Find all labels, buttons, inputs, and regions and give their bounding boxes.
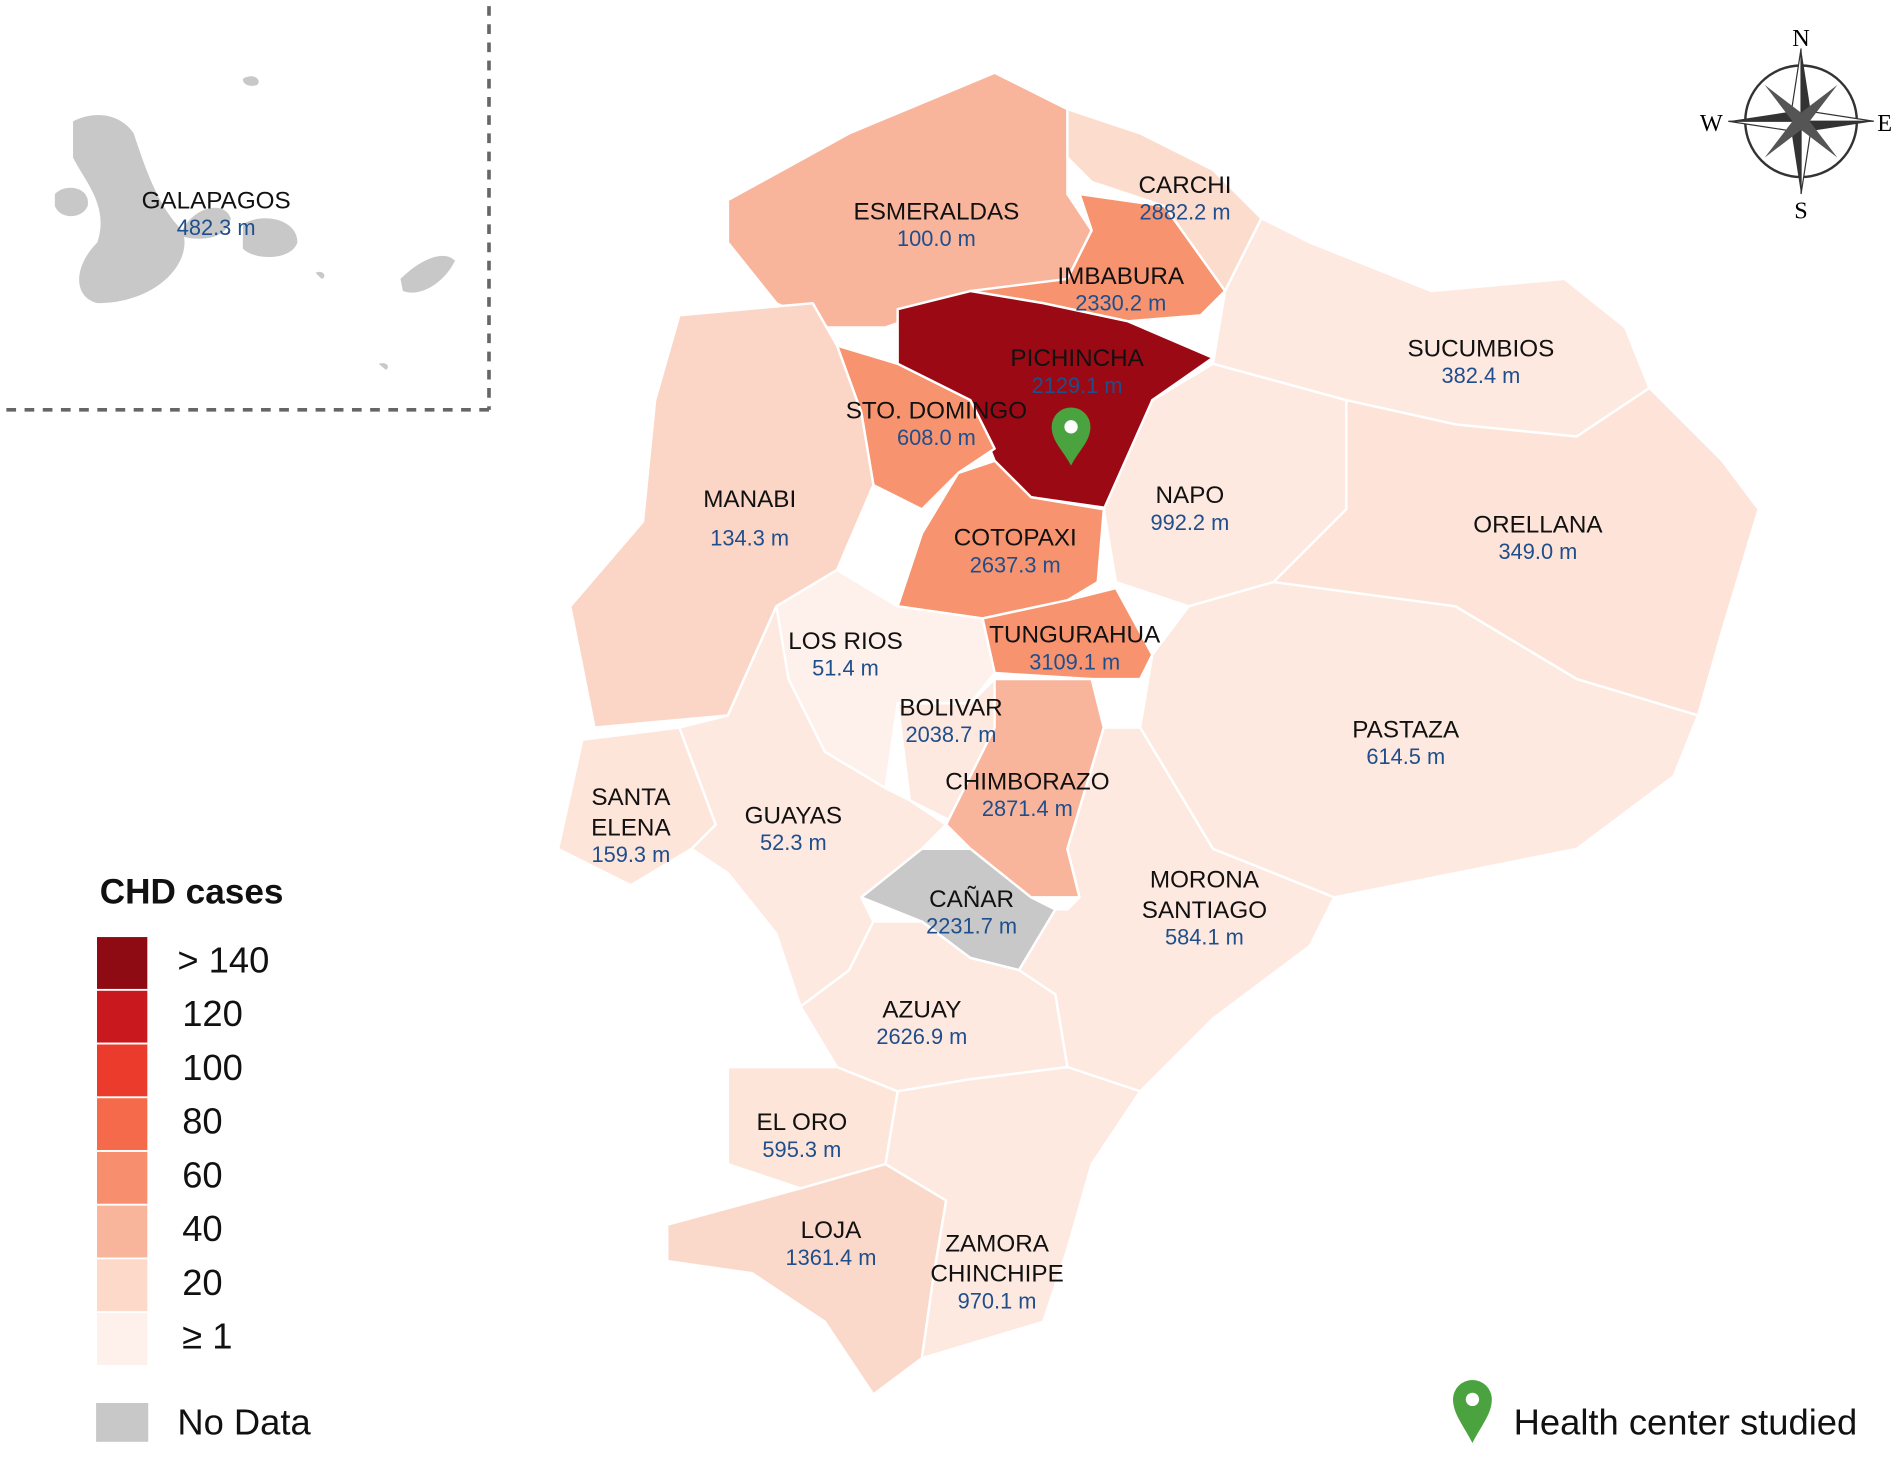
island: [315, 271, 325, 279]
legend-swatch: [95, 1203, 150, 1260]
island: [378, 363, 388, 370]
province-name: STO. DOMINGO: [846, 397, 1027, 424]
legend-label: 40: [182, 1208, 222, 1249]
province-altitude: 382.4 m: [1442, 363, 1521, 388]
island: [73, 114, 185, 304]
province-altitude: 608.0 m: [897, 425, 976, 450]
province-name: ESMERALDAS: [854, 198, 1020, 225]
province-name: IMBABURA: [1057, 263, 1184, 290]
province-altitude: 2038.7 m: [906, 722, 997, 747]
legend-swatch: [95, 988, 150, 1045]
legend-label: 60: [182, 1154, 222, 1195]
province-altitude: 134.3 m: [710, 526, 789, 551]
province-name: EL ORO: [756, 1109, 847, 1136]
island: [182, 207, 231, 239]
island: [54, 187, 88, 217]
province-name: SANTA: [591, 784, 671, 811]
province-name: COTOPAXI: [954, 525, 1077, 552]
province-name: BOLIVAR: [899, 694, 1002, 721]
province-altitude: 970.1 m: [958, 1288, 1037, 1313]
province-altitude: 100.0 m: [897, 226, 976, 251]
province-altitude: 584.1 m: [1165, 925, 1244, 950]
province-altitude: 2637.3 m: [970, 552, 1061, 577]
legend-label: No Data: [177, 1402, 311, 1443]
legend-swatch: [95, 1311, 150, 1367]
island: [242, 76, 259, 86]
legend-label: 100: [182, 1047, 243, 1088]
province-altitude: 2882.2 m: [1140, 199, 1231, 224]
island: [242, 218, 298, 258]
legend-marker: [1453, 1379, 1492, 1444]
compass-w: W: [1700, 110, 1723, 137]
compass-e: E: [1877, 110, 1892, 137]
legend-swatch: [96, 1403, 149, 1442]
province-name: PICHINCHA: [1010, 345, 1144, 372]
province-name: PASTAZA: [1352, 716, 1460, 743]
legend-swatch: [95, 1042, 150, 1099]
province-altitude: 992.2 m: [1150, 510, 1229, 535]
province-name: CARCHI: [1139, 172, 1232, 199]
province-name: MORONA: [1150, 867, 1260, 894]
legend-label: 20: [182, 1262, 222, 1303]
compass-n: N: [1792, 25, 1810, 52]
legend-label: Health center studied: [1514, 1402, 1858, 1443]
province-altitude: 51.4 m: [812, 655, 879, 680]
pin-dot: [1465, 1392, 1480, 1407]
province-altitude: 2871.4 m: [982, 796, 1073, 821]
province-altitude: 2129.1 m: [1032, 373, 1123, 398]
province-altitude: 595.3 m: [762, 1137, 841, 1162]
legend-swatch: [95, 1257, 150, 1314]
province-altitude: 2330.2 m: [1075, 290, 1166, 315]
province-area: [884, 1065, 1142, 1360]
province-name: ELENA: [591, 814, 671, 841]
legend-title: CHD cases: [100, 872, 284, 911]
province-altitude: 614.5 m: [1366, 744, 1445, 769]
province-name: ZAMORA: [945, 1230, 1050, 1257]
legend-label: ≥ 1: [182, 1316, 232, 1357]
province-area: [799, 920, 1069, 1093]
health-center-marker: [1051, 407, 1091, 466]
pin: [1051, 407, 1091, 466]
province-name: AZUAY: [882, 996, 961, 1023]
province-name: NAPO: [1156, 482, 1225, 509]
island: [400, 255, 456, 293]
legend-label: 120: [182, 993, 243, 1034]
legend-swatch: [95, 935, 150, 991]
province-name: SUCUMBIOS: [1407, 336, 1554, 363]
legend: > 140 120 100 80 60 40 20 ≥ 1: [95, 935, 269, 1367]
province-altitude: 349.0 m: [1498, 539, 1577, 564]
province-altitude: 2626.9 m: [876, 1024, 967, 1049]
province-altitude: 52.3 m: [760, 830, 827, 855]
compass: N S W E: [1700, 25, 1892, 224]
province-name: GALAPAGOS: [142, 188, 291, 215]
province-name: CHINCHIPE: [930, 1261, 1063, 1288]
province-altitude: 482.3 m: [177, 215, 256, 240]
province-name: GUAYAS: [745, 802, 842, 829]
compass-star: [1764, 84, 1838, 158]
province-name: CHIMBORAZO: [945, 768, 1109, 795]
province-name: CAÑAR: [929, 886, 1014, 913]
legend-label: > 140: [177, 940, 269, 981]
compass-s: S: [1794, 197, 1807, 224]
province-altitude: 2231.7 m: [926, 914, 1017, 939]
province-altitude: 3109.1 m: [1029, 649, 1120, 674]
province-name: LOS RIOS: [788, 628, 903, 655]
regions: [54, 71, 1760, 1396]
province-altitude: 159.3 m: [591, 842, 670, 867]
province-name: MANABI: [703, 486, 796, 513]
province-name: LOJA: [801, 1217, 862, 1244]
legend-swatch: [95, 1096, 150, 1152]
legend-label: 80: [182, 1101, 222, 1142]
province-area: [896, 459, 1106, 620]
pin-dot: [1064, 420, 1078, 434]
province-altitude: 1361.4 m: [785, 1245, 876, 1270]
province-name: SANTIAGO: [1142, 897, 1267, 924]
pin: [1453, 1379, 1492, 1444]
province-name: TUNGURAHUA: [989, 622, 1161, 649]
legend-swatch: [95, 1150, 150, 1206]
province-name: ORELLANA: [1473, 511, 1603, 538]
